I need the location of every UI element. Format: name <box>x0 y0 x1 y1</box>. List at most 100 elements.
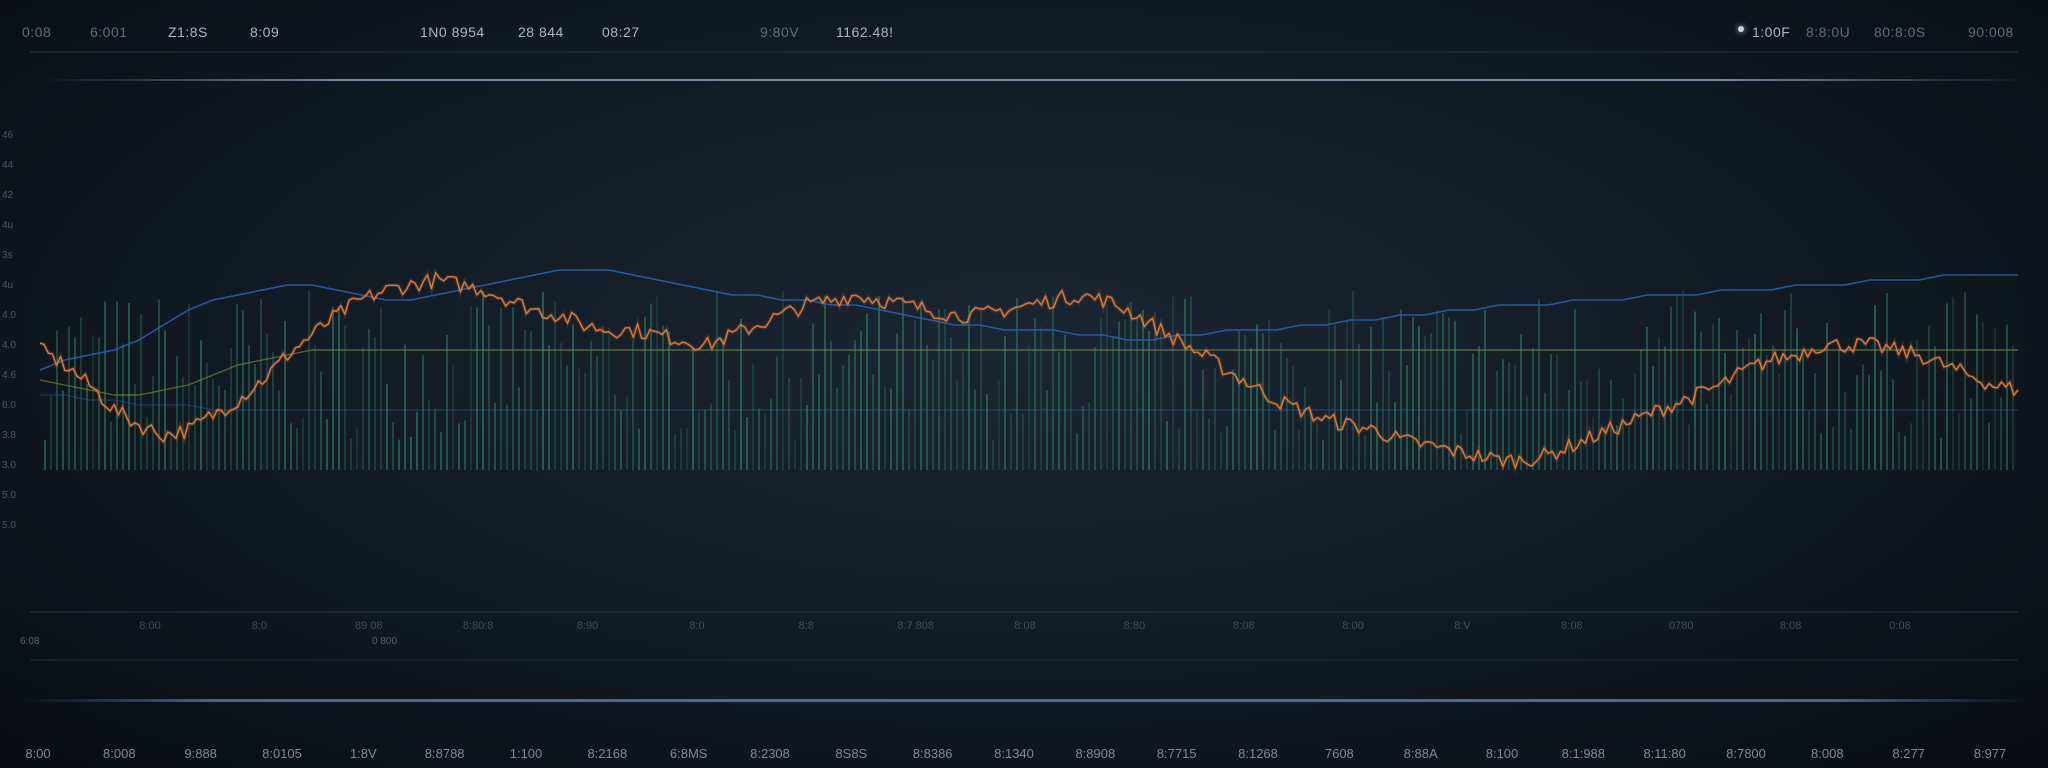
volume-bar <box>56 330 58 470</box>
volume-bar <box>272 352 274 470</box>
volume-bar <box>1034 318 1036 470</box>
volume-bar <box>1730 394 1732 470</box>
volume-bar <box>1088 402 1090 470</box>
y-tick-label: 4.6 <box>2 370 16 381</box>
volume-bar <box>896 333 898 470</box>
volume-bar <box>314 345 316 470</box>
volume-bar <box>1520 334 1522 470</box>
series-lines <box>39 269 2018 411</box>
series-line-lower <box>40 394 2018 411</box>
x-tick-label: 6:8MS <box>669 746 708 761</box>
volume-bar <box>218 385 220 470</box>
volume-bar <box>1064 334 1066 470</box>
mid-tick-label: 8:08 <box>1561 620 1583 632</box>
volume-bar <box>1802 354 1804 470</box>
volume-bar <box>1250 348 1252 470</box>
top-glow-line <box>40 79 2028 81</box>
volume-bar <box>224 390 226 470</box>
volume-bar <box>1100 318 1102 470</box>
volume-bar <box>416 411 418 470</box>
volume-bar <box>548 345 550 470</box>
mid-tick-label: 8:7 808 <box>897 620 934 632</box>
volume-bar <box>1172 296 1174 470</box>
volume-bar <box>1124 319 1126 470</box>
mid-tick-label: 0780 <box>1669 620 1694 632</box>
volume-bar <box>1202 369 1204 470</box>
volume-bar <box>68 326 70 470</box>
volume-bar <box>1850 429 1852 470</box>
volume-bar <box>338 307 340 470</box>
mini-label: 6:08 <box>20 636 40 647</box>
volume-bar <box>332 307 334 470</box>
x-tick-label: 8:100 <box>1485 746 1519 761</box>
volume-bar <box>266 333 268 470</box>
x-tick-label: 8:7800 <box>1726 746 1766 761</box>
bottom-glow-line <box>20 699 2030 702</box>
volume-bar <box>854 340 856 470</box>
volume-bar <box>398 439 400 470</box>
volume-bar <box>140 314 142 470</box>
volume-bar <box>1268 319 1270 470</box>
volume-bar <box>830 340 832 470</box>
top-stat: 80:8:0S <box>1874 24 1926 40</box>
volume-bar <box>866 313 868 470</box>
volume-bar <box>1412 317 1414 470</box>
x-tick-label: 8:1340 <box>994 746 1034 761</box>
volume-bar <box>1742 347 1744 470</box>
volume-bar <box>1808 410 1810 470</box>
volume-bar <box>1358 343 1360 470</box>
volume-bar <box>698 411 700 470</box>
volume-bar <box>812 323 814 470</box>
top-stat: 28 844 <box>518 24 564 40</box>
mid-tick-label: 8:80 <box>1123 620 1146 632</box>
volume-bar <box>92 335 94 470</box>
volume-bar <box>626 396 628 470</box>
volume-bar <box>1112 336 1114 470</box>
volume-bar <box>1220 431 1222 470</box>
volume-bar <box>1298 430 1300 470</box>
volume-bar <box>1964 292 1966 470</box>
volume-bar <box>1688 424 1690 470</box>
volume-bar <box>464 420 466 470</box>
top-stat: 8:8:0U <box>1806 24 1851 40</box>
volume-bar <box>1226 426 1228 470</box>
volume-bar <box>974 389 976 470</box>
mid-tick-label: 0:08 <box>1889 620 1911 632</box>
volume-bar <box>1076 433 1078 470</box>
volume-bar <box>116 301 118 470</box>
volume-bar <box>1454 320 1456 470</box>
volume-bar <box>200 340 202 470</box>
volume-bar <box>1382 318 1384 470</box>
volume-bar <box>134 384 136 470</box>
x-tick-label: 8:008 <box>1811 746 1844 761</box>
top-stat: 6:001 <box>90 24 128 40</box>
volume-bar <box>536 410 538 470</box>
volume-bar <box>938 309 940 470</box>
volume-bar <box>710 403 712 470</box>
volume-bar <box>422 355 424 470</box>
volume-bar <box>1292 365 1294 470</box>
volume-bar <box>248 344 250 470</box>
volume-bar <box>1946 303 1948 470</box>
volume-bar <box>944 308 946 470</box>
volume-bar <box>344 325 346 470</box>
volume-bar <box>494 402 496 470</box>
volume-bar <box>1178 428 1180 470</box>
volume-bar <box>158 299 160 470</box>
volume-bar <box>926 344 928 470</box>
volume-bar <box>1262 333 1264 470</box>
volume-bar <box>1340 379 1342 470</box>
volume-bar <box>284 320 286 470</box>
volume-bar <box>890 388 892 470</box>
volume-bar <box>1748 337 1750 470</box>
volume-bar <box>1430 333 1432 470</box>
top-stats-bar: 0:08 6:001 Z1:8S 8:09 1N0 8954 28 844 08… <box>0 0 2048 60</box>
volume-bar <box>956 380 958 470</box>
volume-bar <box>434 408 436 470</box>
volume-bar <box>608 327 610 470</box>
volume-bar <box>908 408 910 470</box>
x-tick-label: 9:888 <box>184 746 217 761</box>
volume-bar <box>860 330 862 470</box>
volume-bar <box>1274 430 1276 470</box>
